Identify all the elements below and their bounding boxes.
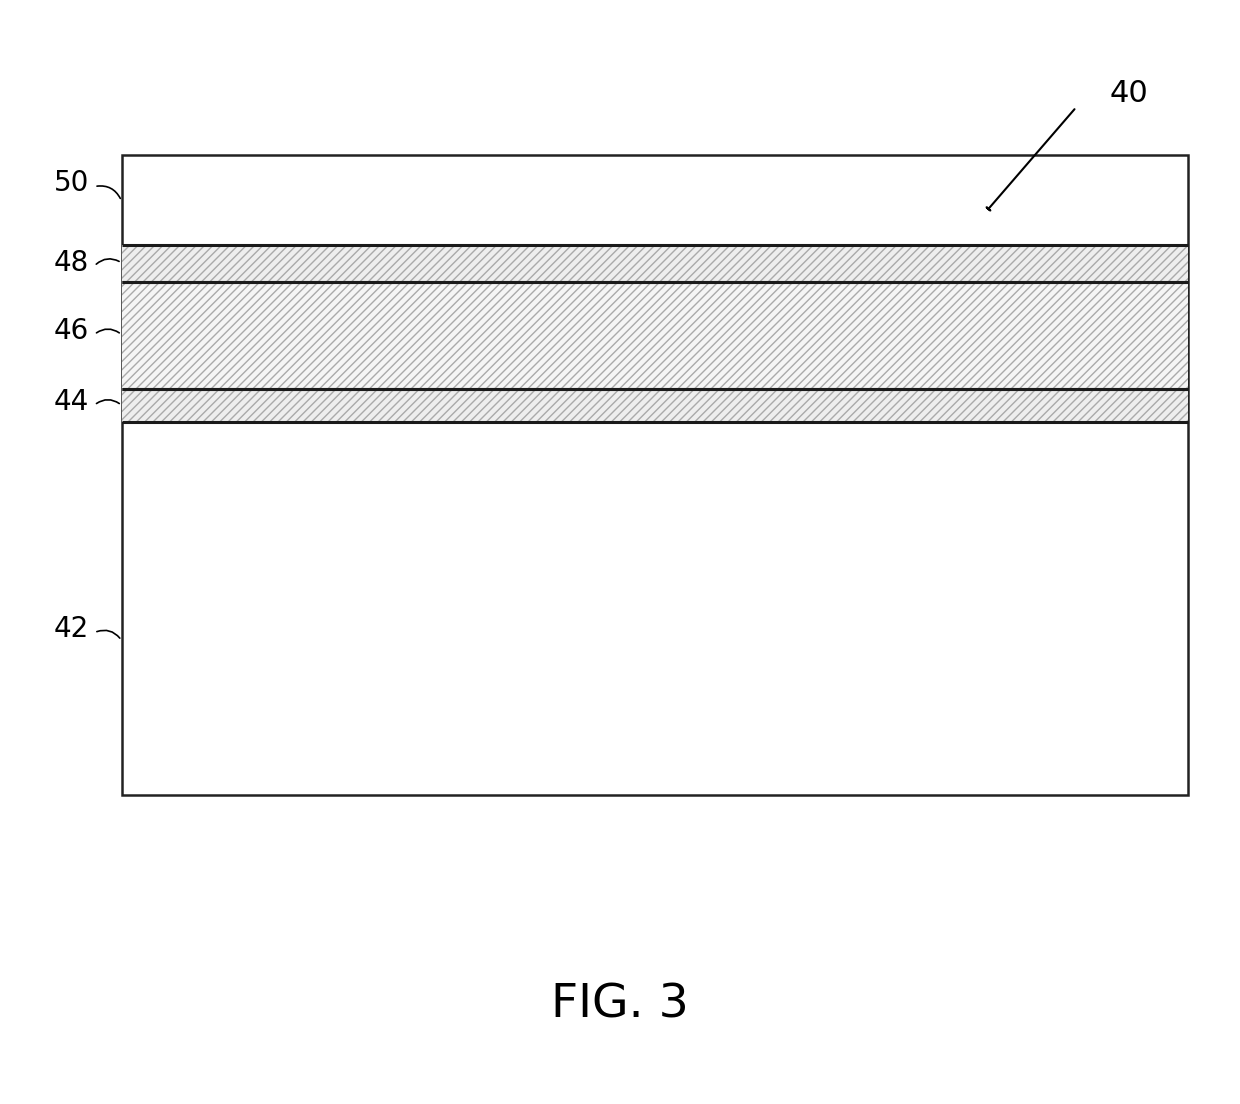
Text: FIG. 3: FIG. 3 (551, 983, 689, 1027)
Text: 50: 50 (53, 169, 89, 198)
Bar (122, 155, 1188, 795)
Bar (122, 245, 1188, 282)
Bar (122, 389, 1188, 422)
Text: 48: 48 (55, 248, 89, 277)
Text: 44: 44 (55, 388, 89, 416)
Text: 42: 42 (55, 615, 89, 644)
Bar (122, 282, 1188, 389)
Text: 40: 40 (1110, 79, 1148, 108)
Text: 46: 46 (55, 317, 89, 346)
